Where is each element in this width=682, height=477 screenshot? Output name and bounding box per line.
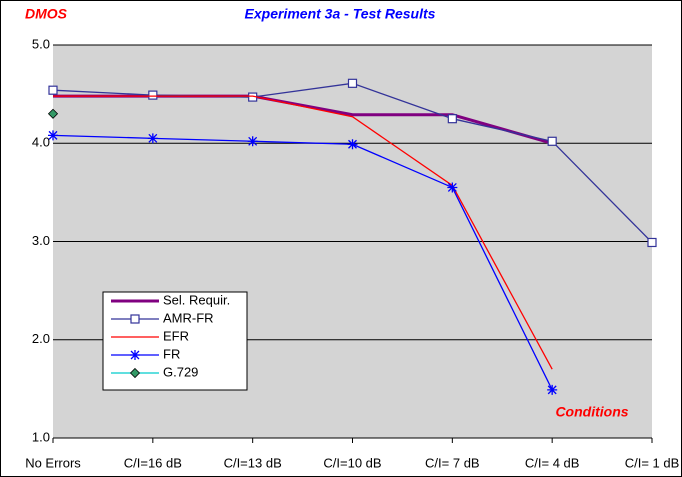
marker: [647, 237, 657, 248]
marker: [347, 139, 358, 150]
x-tick-label: C/I= 4 dB: [525, 455, 580, 470]
marker: [47, 108, 59, 119]
marker: [148, 90, 158, 100]
marker: [547, 384, 558, 395]
y-tick-label: 5.0: [32, 36, 50, 51]
marker: [347, 78, 358, 88]
marker: [547, 136, 557, 146]
y-tick-label: 3.0: [32, 233, 50, 248]
marker: [48, 85, 58, 95]
legend-label: EFR: [163, 328, 189, 343]
y-tick-label: 1.0: [32, 429, 50, 444]
marker: [129, 367, 141, 379]
marker: [130, 314, 140, 324]
chart-title: Experiment 3a - Test Results: [245, 6, 436, 22]
y-axis-label: DMOS: [25, 6, 68, 22]
marker: [247, 136, 258, 147]
marker: [130, 350, 140, 360]
marker: [48, 130, 58, 141]
legend-label: Sel. Requir.: [163, 292, 230, 307]
legend-box: [102, 291, 248, 391]
y-tick-label: 4.0: [32, 135, 50, 150]
legend-label: FR: [163, 346, 180, 361]
x-tick-label: C/I=16 dB: [124, 455, 182, 470]
legend-label: G.729: [163, 364, 198, 379]
series-line: [53, 95, 553, 370]
x-tick-label: C/I= 1 dB: [625, 455, 680, 470]
x-tick-label: No Errors: [25, 455, 81, 470]
marker: [447, 114, 457, 124]
legend-label: AMR-FR: [163, 310, 214, 325]
x-axis-label: Conditions: [555, 404, 628, 420]
series-line: [52, 134, 553, 391]
x-tick-label: C/I=10 dB: [323, 455, 381, 470]
x-tick-label: C/I=13 dB: [224, 455, 282, 470]
x-tick-label: C/I= 7 dB: [425, 455, 480, 470]
marker: [447, 182, 458, 193]
y-tick-label: 2.0: [32, 331, 50, 346]
marker: [147, 133, 158, 144]
